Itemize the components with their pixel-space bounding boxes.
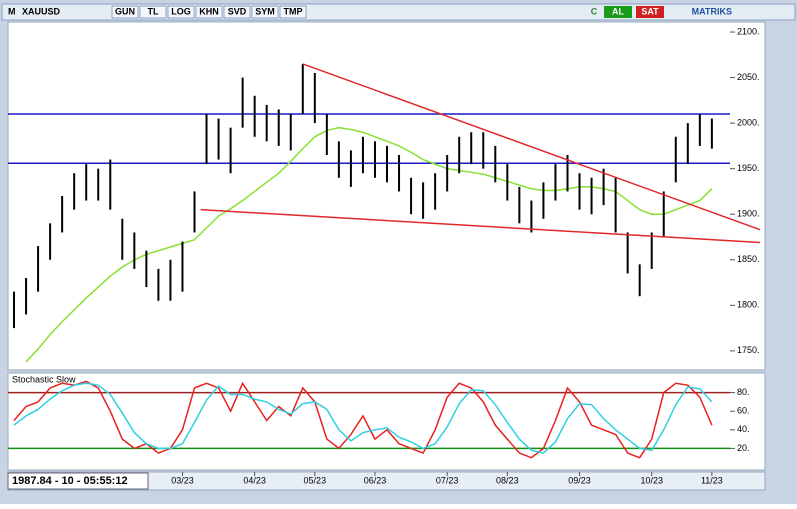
stoch-line	[13, 380, 713, 459]
x-tick-label: 10/23	[640, 475, 663, 485]
toolbar-button-label[interactable]: TMP	[284, 6, 303, 16]
price-panel	[7, 21, 766, 371]
y-tick-label: 1800.	[737, 300, 760, 310]
trend-line	[200, 208, 761, 244]
toolbar-button[interactable]	[223, 5, 251, 19]
stoch-title: Stochastic Slow	[12, 374, 76, 384]
x-tick-label: 08/23	[496, 475, 519, 485]
x-tick-label: 05/23	[304, 475, 327, 485]
toolbar-button-label[interactable]: TL	[148, 6, 159, 16]
x-tick-label: 04/23	[243, 475, 266, 485]
x-tick-label: 06/23	[364, 475, 387, 485]
toolbar-button-label[interactable]: SVD	[228, 6, 247, 16]
logo: M	[8, 6, 16, 16]
symbol[interactable]: XAUUSD	[22, 6, 61, 16]
toolbar-button-label[interactable]: LOG	[171, 6, 191, 16]
toolbar-button[interactable]	[139, 5, 167, 19]
y-tick-label: 1750.	[737, 345, 760, 355]
trade-button-label[interactable]: C	[591, 6, 598, 16]
toolbar-button[interactable]	[279, 5, 307, 19]
y-tick-label: 60.	[737, 406, 750, 416]
y-tick-label: 2050.	[737, 72, 760, 82]
stoch-line	[13, 382, 713, 454]
moving-average	[25, 126, 713, 363]
toolbar-button[interactable]	[251, 5, 279, 19]
toolbar-button-label[interactable]: SYM	[255, 6, 275, 16]
status-box	[7, 472, 149, 490]
toolbar-button[interactable]	[195, 5, 223, 19]
y-tick-label: 80.	[737, 387, 750, 397]
y-tick-label: 1950.	[737, 163, 760, 173]
y-tick-label: 20.	[737, 443, 750, 453]
toolbar-button[interactable]	[111, 5, 139, 19]
trend-line	[302, 63, 761, 231]
toolbar-button[interactable]	[167, 5, 195, 19]
x-tick-label: 11/23	[701, 475, 723, 485]
y-tick-label: 40.	[737, 424, 750, 434]
trade-button[interactable]	[636, 6, 664, 18]
y-tick-label: 1900.	[737, 209, 760, 219]
trade-button-label[interactable]: AL	[612, 6, 624, 16]
toolbar-button-label[interactable]: KHN	[199, 6, 219, 16]
trade-button-label[interactable]: SAT	[641, 6, 659, 16]
stoch-panel	[7, 372, 766, 471]
x-tick-label: 03/23	[171, 475, 194, 485]
toolbar-button-label[interactable]: GUN	[115, 6, 135, 16]
status: 1987.84 - 10 - 05:55:12	[12, 475, 128, 487]
trade-button[interactable]	[604, 6, 632, 18]
x-tick-label: 07/23	[436, 475, 459, 485]
y-tick-label: 1850.	[737, 254, 760, 264]
y-tick-label: 2100.	[737, 26, 760, 36]
brand: MATRIKS	[692, 6, 732, 16]
x-tick-label: 09/23	[568, 475, 591, 485]
y-tick-label: 2000.	[737, 117, 760, 127]
